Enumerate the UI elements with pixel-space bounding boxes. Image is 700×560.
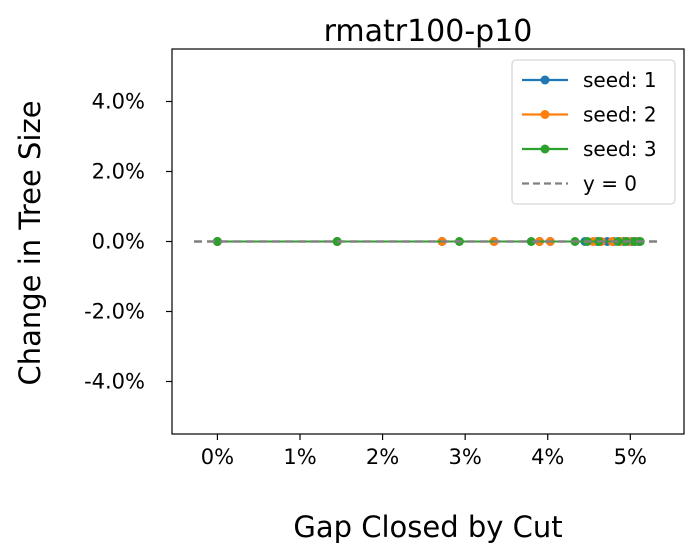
legend-marker: [540, 75, 550, 85]
legend-marker: [540, 110, 550, 119]
x-tick-label: 2%: [366, 445, 399, 469]
legend-marker: [540, 144, 550, 154]
legend-label: seed: 3: [583, 137, 657, 161]
y-tick-label: -2.0%: [84, 300, 145, 324]
x-tick-label: 0%: [201, 445, 234, 469]
data-point-seed-3: [212, 237, 222, 246]
x-tick-label: 5%: [614, 445, 647, 469]
chart-title: rmatr100-p10: [324, 14, 533, 49]
legend-label: y = 0: [583, 172, 637, 196]
y-tick-label: 2.0%: [92, 160, 145, 184]
data-point-seed-3: [526, 237, 536, 246]
legend-label: seed: 2: [583, 103, 657, 127]
y-tick-label: 4.0%: [92, 90, 145, 114]
legend-box: [511, 59, 676, 205]
plot-frame: [171, 48, 685, 435]
y-tick-label: 0.0%: [92, 230, 145, 254]
y-tick-label: -4.0%: [84, 370, 145, 394]
x-axis-label: Gap Closed by Cut: [293, 510, 562, 544]
y-axis-label: Change in Tree Size: [13, 100, 47, 385]
x-tick-label: 3%: [448, 445, 481, 469]
x-tick-label: 1%: [283, 445, 316, 469]
legend-label: seed: 1: [583, 68, 657, 92]
x-tick-label: 4%: [531, 445, 564, 469]
plot-area: [194, 237, 662, 246]
legend: seed: 1 seed: 2 seed: 3 y = 0: [511, 59, 676, 205]
axis-ticks: 0% 1% 2% 3% 4% 5% 4.0% 2.0% 0.0% -2.0% -4.0%: [84, 90, 647, 470]
